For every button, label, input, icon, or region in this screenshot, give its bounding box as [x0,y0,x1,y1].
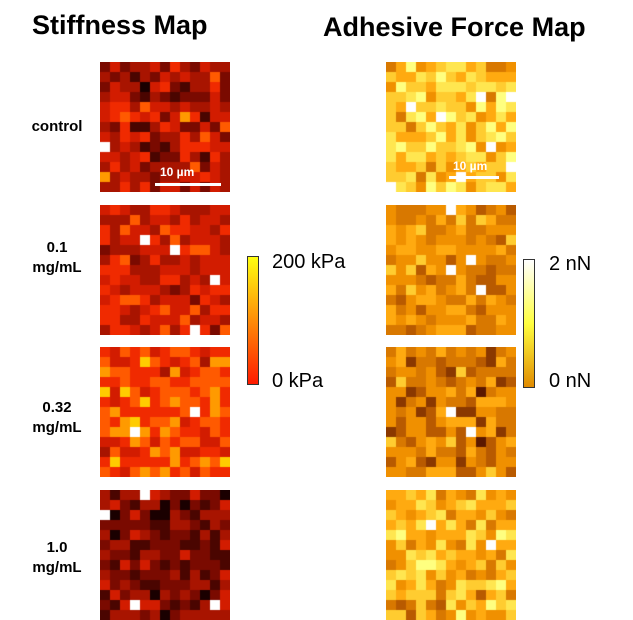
adhesion-map-control [386,62,516,192]
stiffness-map-control [100,62,230,192]
stiffness-colorbar [247,256,259,385]
stiffness-colorbar-max-label: 200 kPa [272,251,346,273]
adhesive-force-map-title: Adhesive Force Map [323,12,586,42]
adhesion-colorbar-min-label: 0 nN [549,370,592,392]
stiffness-colorbar-min-label: 0 kPa [272,370,324,392]
adhesion-colorbar-max-label: 2 nN [549,253,592,275]
stiffness-map-1.0 [100,490,230,620]
stiffness-map-title: Stiffness Map [32,10,208,40]
row-label-0.1: 0.1 mg/mL [32,239,82,276]
stiffness-map-0.32 [100,347,230,477]
adhesion-map-0.32 [386,347,516,477]
scale-bar-stiffness [155,183,221,186]
adhesion-map-0.1 [386,205,516,335]
row-label-1.0: 1.0 mg/mL [32,539,82,576]
adhesion-map-1.0 [386,490,516,620]
row-label-control: control [31,118,83,135]
scale-bar-label-stiffness: 10 µm [160,165,195,179]
stiffness-map-0.1 [100,205,230,335]
scale-bar-adhesion [449,176,499,179]
adhesion-colorbar [523,259,535,388]
scale-bar-label-adhesion: 10 µm [453,159,488,173]
row-label-0.32: 0.32 mg/mL [32,399,82,436]
